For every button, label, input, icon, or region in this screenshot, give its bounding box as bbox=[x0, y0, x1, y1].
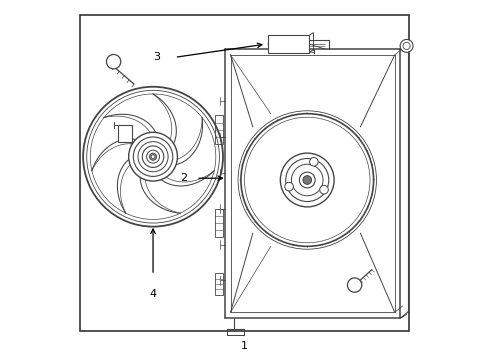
Bar bbox=[267, 36, 308, 53]
Circle shape bbox=[291, 164, 323, 196]
Circle shape bbox=[319, 185, 327, 194]
Bar bbox=[118, 125, 131, 142]
Text: 4: 4 bbox=[149, 289, 156, 300]
Circle shape bbox=[303, 176, 311, 184]
Circle shape bbox=[399, 40, 412, 52]
Circle shape bbox=[280, 153, 333, 207]
Circle shape bbox=[138, 141, 168, 172]
Circle shape bbox=[106, 54, 121, 69]
Circle shape bbox=[128, 132, 177, 181]
Text: 2: 2 bbox=[180, 173, 187, 183]
Circle shape bbox=[299, 172, 314, 188]
Circle shape bbox=[151, 155, 155, 158]
Circle shape bbox=[241, 114, 373, 246]
Circle shape bbox=[309, 157, 318, 166]
Text: 1: 1 bbox=[241, 341, 247, 351]
Circle shape bbox=[346, 278, 361, 292]
Circle shape bbox=[146, 150, 159, 163]
Circle shape bbox=[149, 153, 156, 160]
Bar bbox=[80, 15, 408, 330]
Circle shape bbox=[284, 182, 293, 191]
Text: 3: 3 bbox=[153, 52, 160, 62]
